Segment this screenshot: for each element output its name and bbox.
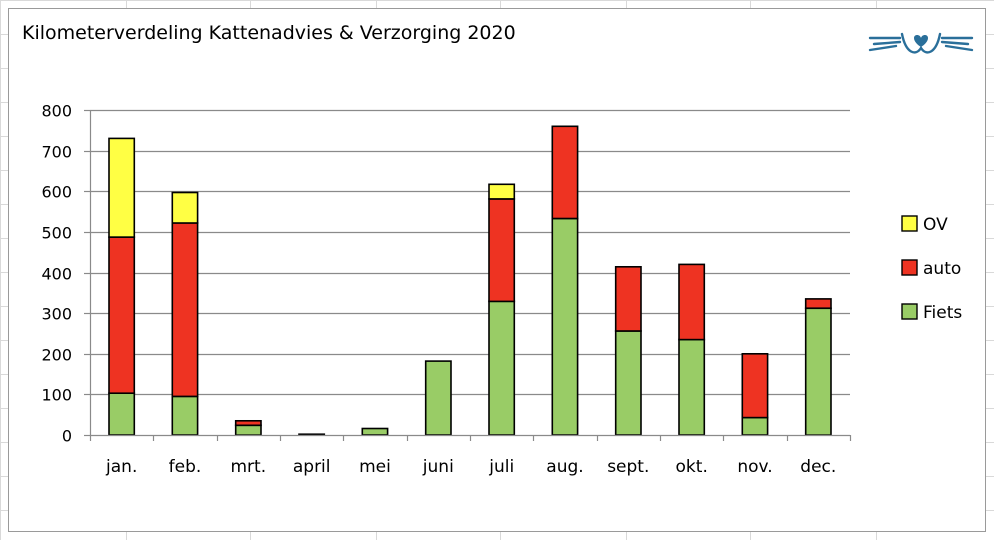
x-tick-label: aug. [546,457,583,477]
bar-fiets-feb [171,395,199,436]
bar-auto-sept [614,265,642,332]
x-tick-label: sept. [607,457,649,477]
x-tick-label: jan. [105,457,137,477]
bar-fiets-juni [424,360,452,436]
bar-fiets-dec [804,307,832,436]
y-tick-label: 300 [41,305,72,324]
chart-title: Kilometerverdeling Kattenadvies & Verzor… [22,22,516,44]
y-tick-label: 500 [41,224,72,243]
y-tick-label: 700 [41,143,72,162]
bar-ov-juli [488,183,516,200]
bar-fiets-juli [488,300,516,436]
y-tick-label: 100 [41,386,72,405]
gridlines [84,109,850,437]
y-tick-label: 0 [62,427,72,446]
x-tick-label: dec. [800,457,836,477]
legend-label-auto: auto [923,259,961,279]
bar-fiets-mei [361,427,389,436]
bar-fiets-jan [108,392,136,436]
x-tick-label: mrt. [230,457,266,477]
bar-fiets-mrt [234,424,262,436]
x-tick-label: mei [359,457,391,477]
bar-auto-nov [741,352,769,419]
legend-swatch-fiets [901,303,918,320]
x-tick-label: feb. [169,457,202,477]
bar-fiets-aug [551,217,579,436]
y-tick-label: 800 [41,102,72,121]
bar-fiets-sept [614,330,642,436]
bar-ov-feb [171,191,199,224]
bar-auto-juli [488,198,516,303]
x-tick-label: okt. [676,457,708,477]
legend-label-fiets: Fiets [923,303,962,323]
bar-fiets-okt [678,338,706,436]
x-tick-label: juli [488,457,514,477]
bar-auto-mrt [234,419,262,427]
legend-label-ov: OV [923,215,948,235]
bar-auto-aug [551,125,579,220]
legend-swatch-ov [901,215,918,232]
bars [108,125,832,437]
x-tick-label: nov. [737,457,772,477]
bar-auto-jan [108,236,136,394]
x-tick-label: juni [422,457,454,477]
bar-auto-feb [171,222,199,398]
bar-auto-okt [678,263,706,341]
bar-ov-jan [108,137,136,238]
x-tick-label: april [293,457,331,477]
y-tick-label: 600 [41,183,72,202]
legend-swatch-auto [901,259,918,276]
bar-auto-dec [804,298,832,309]
y-tick-label: 400 [41,265,72,284]
bar-fiets-nov [741,416,769,436]
y-tick-label: 200 [41,346,72,365]
cat-face-icon [868,32,974,54]
legend: OV auto Fiets [901,215,962,323]
